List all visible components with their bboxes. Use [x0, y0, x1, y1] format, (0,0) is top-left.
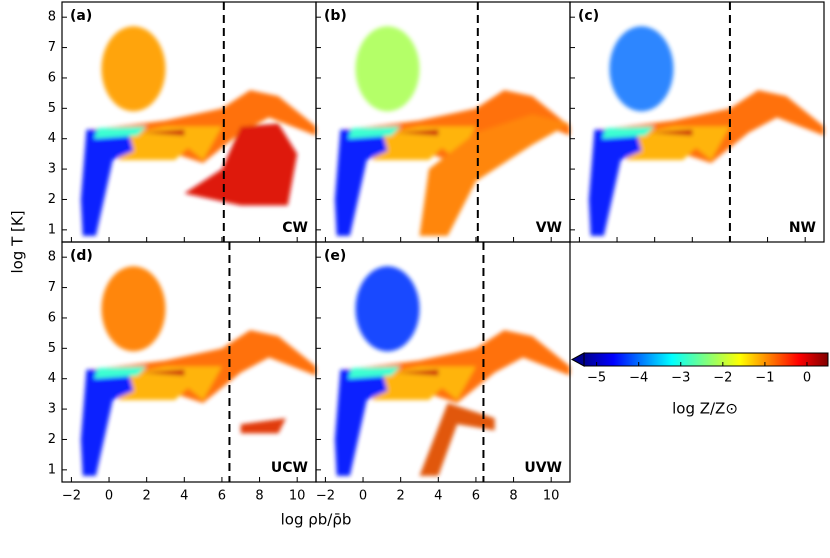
colorbar-label: log Z/Z⊙: [672, 400, 738, 418]
panel-name: CW: [282, 220, 308, 236]
cloud-blob: [101, 266, 166, 352]
cloud-blob: [118, 126, 222, 160]
panel-frame: [569, 1, 825, 243]
cloud-blob: [93, 366, 147, 379]
y-axis-label: log T [K]: [9, 210, 27, 273]
colorbar-tick-label: −5: [587, 371, 606, 386]
cloud-blob: [334, 129, 388, 236]
x-tick-label: 10: [543, 489, 560, 504]
x-tick-label: 8: [509, 489, 517, 504]
panel-name: VW: [536, 220, 562, 236]
cloud-blob: [626, 126, 730, 160]
x-tick-label: 2: [143, 489, 151, 504]
panel-name: UVW: [524, 460, 562, 476]
y-tick-label: 3: [48, 162, 56, 177]
cloud-blob: [334, 369, 388, 476]
cloud-blob: [80, 369, 134, 476]
cloud-blob: [344, 330, 570, 404]
y-tick-label: 6: [48, 70, 56, 85]
x-tick-label: 0: [359, 489, 367, 504]
colorbar-tick-label: −3: [671, 371, 690, 386]
y-tick-label: 3: [48, 402, 56, 417]
cloud-blob: [419, 114, 570, 236]
x-tick-label: 6: [472, 489, 480, 504]
cloud-blob: [90, 330, 316, 404]
panel-label: (b): [324, 8, 347, 24]
x-tick-label: −2: [316, 489, 335, 504]
y-tick-label: 6: [48, 310, 56, 325]
x-tick-label: 4: [180, 489, 188, 504]
cloud-blob: [347, 366, 401, 379]
y-tick-label: 2: [48, 192, 56, 207]
colorbar: [583, 352, 829, 367]
panel-label: (d): [70, 248, 93, 264]
panel-name: UCW: [271, 460, 308, 476]
cloud-blob: [372, 366, 476, 400]
panel-label: (c): [578, 8, 599, 24]
colorbar-tick-label: −4: [629, 371, 648, 386]
cloud-blob: [240, 418, 286, 434]
cloud-blob: [118, 366, 222, 400]
cloud-blob: [355, 26, 420, 112]
density-cloud: [80, 266, 316, 476]
y-tick-label: 7: [48, 280, 56, 295]
x-tick-label: 4: [434, 489, 442, 504]
colorbar-tick-label: −2: [713, 371, 732, 386]
density-cloud: [80, 26, 316, 236]
colorbar-tick-label: −1: [755, 371, 774, 386]
panel-label: (a): [70, 8, 92, 24]
x-tick-label: 8: [255, 489, 263, 504]
cloud-blob: [101, 26, 166, 112]
density-cloud: [334, 26, 570, 236]
x-tick-label: 10: [289, 489, 306, 504]
panel-label: (e): [324, 248, 346, 264]
colorbar-extend: [570, 352, 585, 367]
cloud-blob: [419, 403, 495, 476]
cloud-blob: [609, 26, 674, 112]
y-tick-label: 2: [48, 432, 56, 447]
cloud-blob: [601, 126, 655, 139]
colorbar-tick-label: 0: [803, 371, 811, 386]
y-tick-label: 5: [48, 101, 56, 116]
cloud-blob: [588, 129, 642, 236]
y-tick-label: 8: [48, 10, 56, 25]
x-tick-label: 2: [397, 489, 405, 504]
x-tick-label: 0: [105, 489, 113, 504]
cloud-blob: [355, 266, 420, 352]
cloud-blob: [347, 126, 401, 139]
density-cloud: [334, 266, 570, 476]
y-tick-label: 8: [48, 250, 56, 265]
y-tick-label: 7: [48, 40, 56, 55]
x-tick-label: 6: [218, 489, 226, 504]
panel-name: NW: [789, 220, 816, 236]
y-tick-label: 1: [48, 462, 56, 477]
x-tick-label: −2: [62, 489, 81, 504]
density-cloud: [588, 26, 824, 236]
y-tick-label: 4: [48, 131, 56, 146]
x-axis-label: log ρb/ρ̄b: [281, 511, 352, 529]
cloud-blob: [372, 126, 476, 160]
cloud-blob: [80, 129, 134, 236]
y-tick-label: 5: [48, 341, 56, 356]
cloud-blob: [93, 126, 147, 139]
panel-frame: [315, 241, 571, 483]
cloud-blob: [184, 123, 298, 206]
y-tick-label: 1: [48, 222, 56, 237]
y-tick-label: 4: [48, 371, 56, 386]
